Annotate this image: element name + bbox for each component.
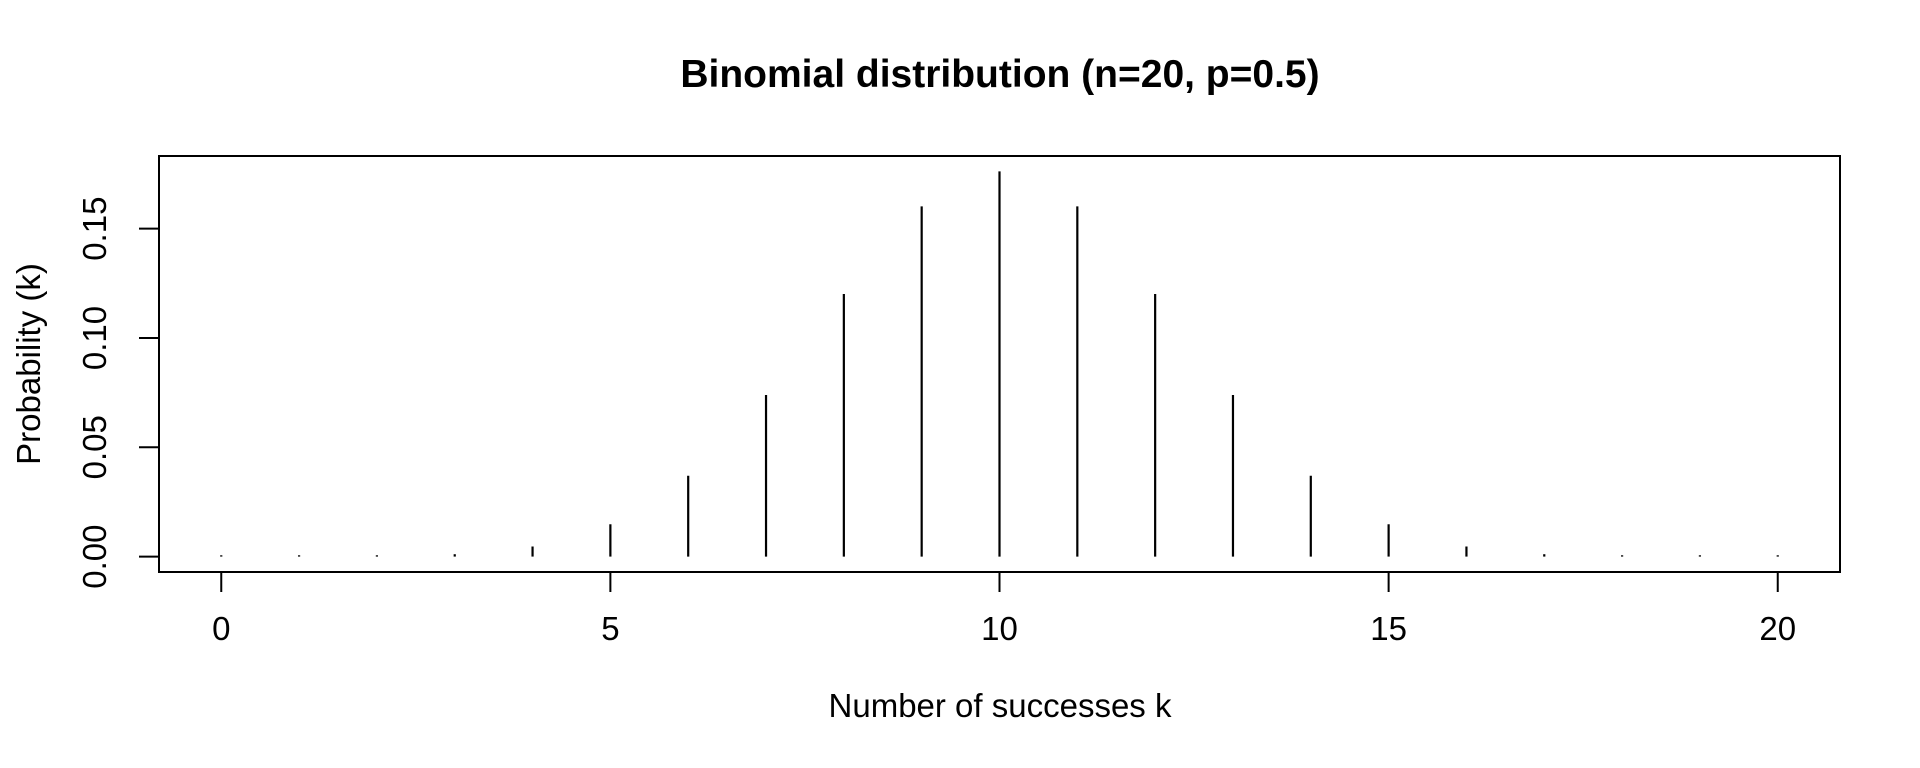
chart-title: Binomial distribution (n=20, p=0.5) (680, 53, 1319, 96)
x-axis-label: Number of successes k (829, 687, 1172, 724)
y-tick-label-0.15: 0.15 (76, 197, 113, 261)
x-tick-label-5: 5 (601, 610, 619, 647)
y-axis-label: Probability (k) (10, 263, 47, 465)
x-tick-label-10: 10 (981, 610, 1018, 647)
plot-area: 0 5 10 15 20 0.00 0.05 0.10 0.15 (76, 155, 1841, 647)
x-tick-label-15: 15 (1370, 610, 1407, 647)
x-tick-label-20: 20 (1759, 610, 1796, 647)
y-tick-label-0.00: 0.00 (76, 524, 113, 588)
x-tick-label-0: 0 (212, 610, 230, 647)
y-tick-label-0.10: 0.10 (76, 306, 113, 370)
y-tick-label-0.05: 0.05 (76, 415, 113, 479)
